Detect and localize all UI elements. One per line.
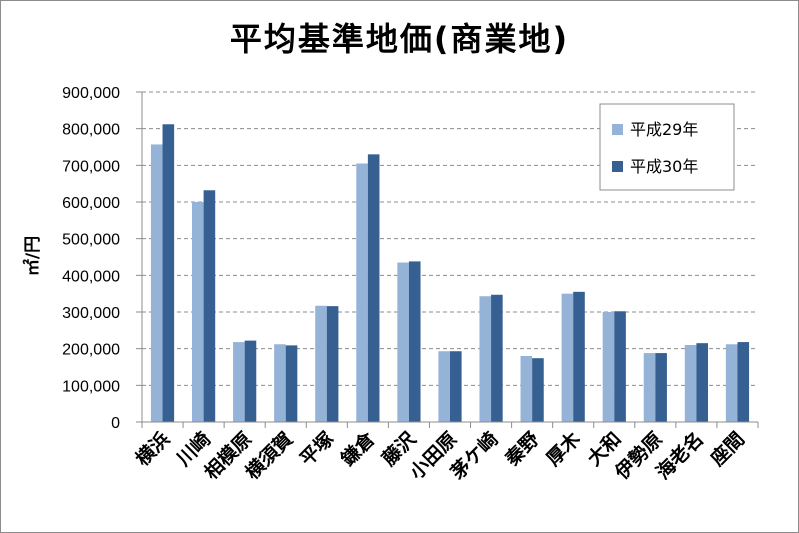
bar-series-2 <box>573 291 585 422</box>
x-tick-label: 座間 <box>706 427 749 470</box>
bar-series-2 <box>203 190 216 422</box>
bar-series-2 <box>408 261 421 422</box>
y-tick-label: 500,000 <box>62 232 120 249</box>
bar-series-1 <box>192 202 204 422</box>
legend-swatch <box>612 161 623 172</box>
y-axis-label: ㎡/円 <box>22 236 43 276</box>
chart-title: 平均基準地価(商業地) <box>229 20 570 58</box>
bar-series-1 <box>725 344 738 422</box>
bar-series-1 <box>684 345 697 422</box>
x-tick-label: 伊勢原 <box>610 427 667 484</box>
axes <box>141 92 758 423</box>
bars <box>150 124 750 423</box>
bar-series-2 <box>244 340 257 422</box>
bar-series-1 <box>150 144 163 422</box>
bar-series-2 <box>367 154 380 423</box>
bar-series-1 <box>520 356 533 422</box>
bar-series-1 <box>315 305 327 422</box>
bar-series-1 <box>643 353 656 422</box>
bar-series-2 <box>326 306 339 422</box>
legend-swatch <box>612 124 623 135</box>
bar-series-1 <box>233 342 245 422</box>
x-tick-label: 厚木 <box>542 427 586 471</box>
y-tick-label: 700,000 <box>62 158 120 175</box>
bar-series-1 <box>438 351 450 422</box>
legend-label: 平成29年 <box>630 120 698 139</box>
bar-series-2 <box>655 353 667 422</box>
x-tick-label: 秦野 <box>500 427 544 471</box>
y-tick-label: 300,000 <box>62 305 120 322</box>
y-tick-label: 800,000 <box>62 122 120 139</box>
bar-series-1 <box>479 296 492 422</box>
bar-series-2 <box>285 345 298 422</box>
x-tick-label: 平塚 <box>296 428 338 470</box>
x-tick-label: 鎌倉 <box>336 427 380 471</box>
bar-series-2 <box>491 294 503 422</box>
x-tick-label: 横須賀 <box>241 427 298 484</box>
bar-series-2 <box>532 358 544 422</box>
y-axis-ticks: 0 100,000 200,000 300,000 400,000 500,000 600,… <box>62 85 142 432</box>
bar-series-2 <box>696 343 708 422</box>
bar-series-1 <box>356 163 368 422</box>
y-tick-label: 400,000 <box>62 268 120 285</box>
bar-series-2 <box>737 342 750 422</box>
bar-series-1 <box>602 312 615 422</box>
y-tick-label: 900,000 <box>62 85 120 102</box>
x-tick-label: 茅ケ崎 <box>446 427 503 484</box>
bar-series-2 <box>450 351 462 422</box>
bar-series-1 <box>274 344 286 422</box>
y-tick-label: 0 <box>111 415 120 432</box>
bar-series-1 <box>397 262 409 422</box>
x-tick-label: 海老名 <box>651 427 708 484</box>
y-tick-label: 200,000 <box>62 342 120 359</box>
bar-series-2 <box>162 124 175 423</box>
legend-label: 平成30年 <box>630 157 698 176</box>
bar-series-2 <box>614 311 626 422</box>
legend-box <box>599 103 735 191</box>
y-tick-label: 100,000 <box>62 378 120 395</box>
y-tick-label: 600,000 <box>62 195 120 212</box>
x-tick-label: 横浜 <box>131 427 174 470</box>
bar-series-1 <box>561 293 574 422</box>
